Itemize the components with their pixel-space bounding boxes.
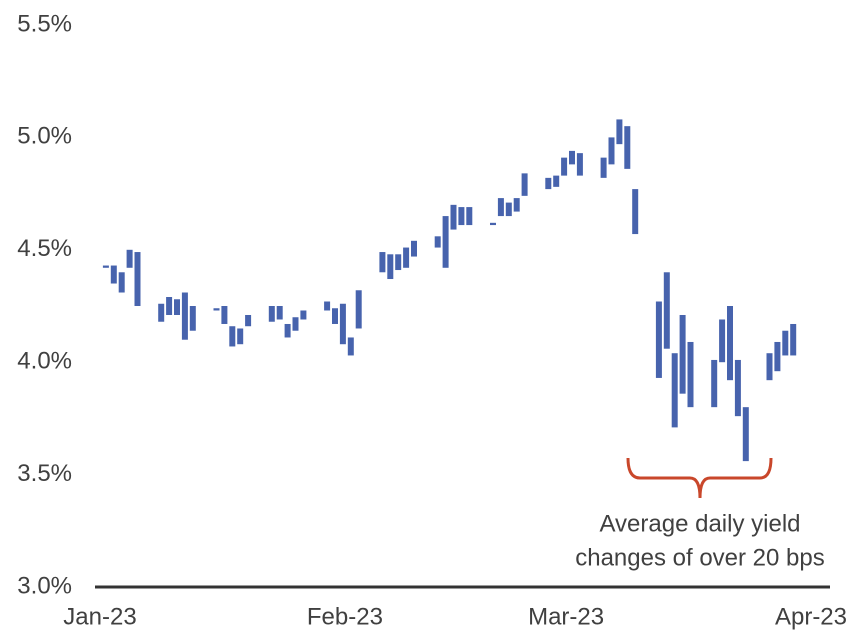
y-tick-label: 3.0%: [17, 572, 72, 599]
bar: [490, 222, 496, 226]
bar: [174, 299, 180, 315]
bar: [166, 297, 173, 315]
bar: [505, 202, 512, 217]
bar: [561, 157, 568, 176]
bar: [237, 328, 244, 345]
bar: [513, 198, 520, 212]
bar: [727, 306, 733, 381]
bar: [766, 353, 773, 381]
y-tick-label: 5.5%: [17, 10, 72, 37]
bar: [118, 272, 125, 293]
bar: [734, 359, 741, 417]
bar: [189, 306, 196, 331]
bar: [671, 353, 678, 428]
bar: [679, 314, 686, 394]
bar: [576, 153, 583, 176]
annotation-line: Average daily yield: [599, 510, 800, 537]
bar: [395, 254, 402, 271]
bar: [450, 204, 457, 230]
bar: [102, 265, 109, 268]
bar: [292, 317, 299, 331]
bar: [300, 310, 307, 320]
bar: [632, 189, 639, 235]
bar: [379, 252, 386, 273]
bar: [458, 207, 465, 226]
bar: [774, 341, 781, 372]
bar: [569, 150, 575, 165]
bar: [442, 216, 449, 268]
bar: [711, 359, 718, 408]
bar: [126, 249, 133, 268]
y-tick-label: 5.0%: [17, 123, 72, 150]
bar: [221, 306, 228, 324]
bar: [466, 207, 473, 226]
bar: [655, 301, 662, 378]
bar: [245, 314, 252, 327]
bar: [663, 272, 670, 349]
bar: [355, 290, 362, 329]
bar: [411, 240, 417, 257]
bar: [790, 323, 797, 356]
bar: [181, 292, 188, 340]
bar: [782, 330, 789, 356]
bar: [553, 175, 560, 187]
bar: [284, 323, 291, 338]
bar: [624, 126, 631, 169]
bar: [608, 137, 615, 165]
bar: [545, 177, 552, 190]
bar: [600, 157, 607, 178]
x-tick-label: Feb-23: [307, 603, 383, 630]
bar: [347, 337, 354, 356]
y-tick-label: 4.5%: [17, 235, 72, 262]
x-tick-label: Apr-23: [775, 603, 847, 630]
bar: [213, 308, 220, 311]
bar: [332, 308, 338, 324]
y-tick-label: 4.0%: [17, 348, 72, 375]
x-tick-label: Mar-23: [528, 603, 604, 630]
bar: [324, 301, 331, 311]
y-tick-label: 3.5%: [17, 460, 72, 487]
bar: [742, 407, 749, 462]
bar: [616, 119, 623, 145]
bar: [434, 236, 441, 248]
bar: [229, 326, 236, 347]
bar: [158, 303, 165, 322]
bar: [268, 306, 275, 322]
annotation-line: changes of over 20 bps: [575, 544, 825, 571]
bar: [719, 319, 726, 363]
brace: [626, 457, 773, 499]
bar: [276, 306, 283, 320]
x-tick-label: Jan-23: [63, 603, 136, 630]
bar: [521, 173, 528, 196]
bar: [387, 254, 394, 280]
bar: [110, 265, 117, 284]
bar: [403, 247, 410, 268]
bar: [134, 252, 141, 306]
bar: [339, 303, 346, 345]
bar: [687, 341, 694, 408]
bar: [497, 198, 504, 217]
